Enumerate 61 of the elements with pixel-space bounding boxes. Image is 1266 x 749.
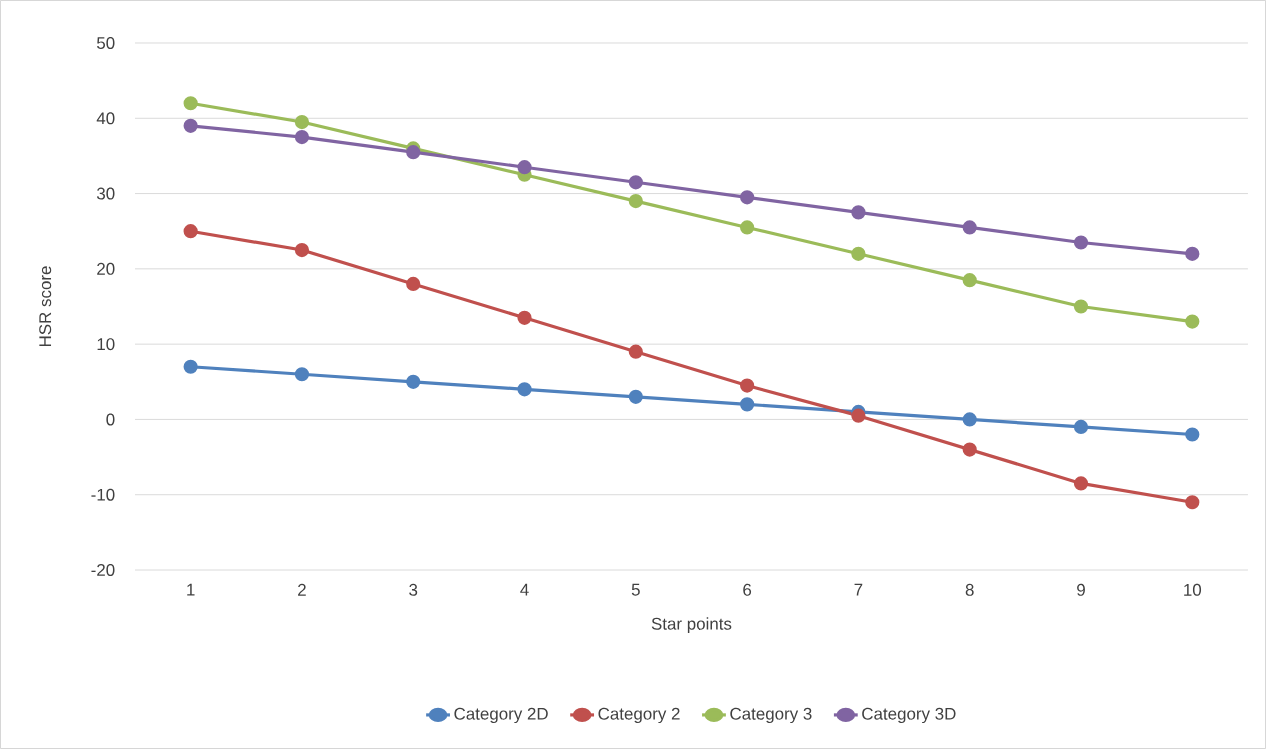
point [1185,246,1200,261]
point [1185,427,1200,442]
point [740,190,755,205]
point [962,273,977,288]
point [1185,495,1200,510]
point [406,374,421,389]
y-tick-label: 40 [96,112,115,125]
point [962,412,977,427]
y-tick-label: 50 [96,37,115,49]
point [962,220,977,235]
point [851,246,866,261]
point [740,220,755,235]
point [294,367,310,382]
x-tick-label: 4 [520,583,529,596]
x-tick-label: 3 [409,583,418,596]
x-tick-label: 7 [854,583,863,596]
point [183,359,198,374]
point [183,96,198,111]
x-axis-title: Star points [651,617,732,634]
point [517,310,532,325]
legend-label: Category 3 [730,707,812,724]
point [851,205,866,220]
point [628,344,643,359]
y-tick-label: 20 [97,262,115,275]
point [740,397,755,412]
point [628,194,643,209]
point [1073,235,1089,250]
point [183,118,198,133]
legend-label: Category 2D [454,707,548,724]
point [1073,299,1089,314]
y-tick-label: 30 [96,187,115,200]
point [294,114,310,130]
y-tick-label: 0 [106,413,115,426]
x-tick-label: 6 [743,583,752,596]
x-tick-label: 9 [1077,583,1085,596]
y-tick-label: 10 [97,338,115,351]
y-tick-label: -10 [91,488,115,501]
point [851,408,866,423]
y-axis-title: HSR score [39,266,52,347]
x-tick-label: 5 [631,583,640,596]
x-tick-label: 2 [298,583,306,596]
point [517,160,532,175]
point [517,382,532,397]
point [294,242,310,258]
x-tick-label: 8 [965,583,974,596]
x-tick-label: 1 [187,583,195,596]
point [406,145,421,160]
point [628,175,643,190]
point [1185,314,1200,329]
legend-label: Category 3D [862,707,956,724]
point [406,276,421,292]
y-tick-label: -20 [91,564,115,576]
point [962,442,977,457]
point [1073,476,1089,491]
point [294,130,310,145]
legend-label: Category 2 [598,707,680,724]
x-tick-label: 10 [1184,583,1202,596]
point [183,224,198,239]
point [740,378,755,393]
point [628,389,643,404]
point [1073,419,1089,435]
